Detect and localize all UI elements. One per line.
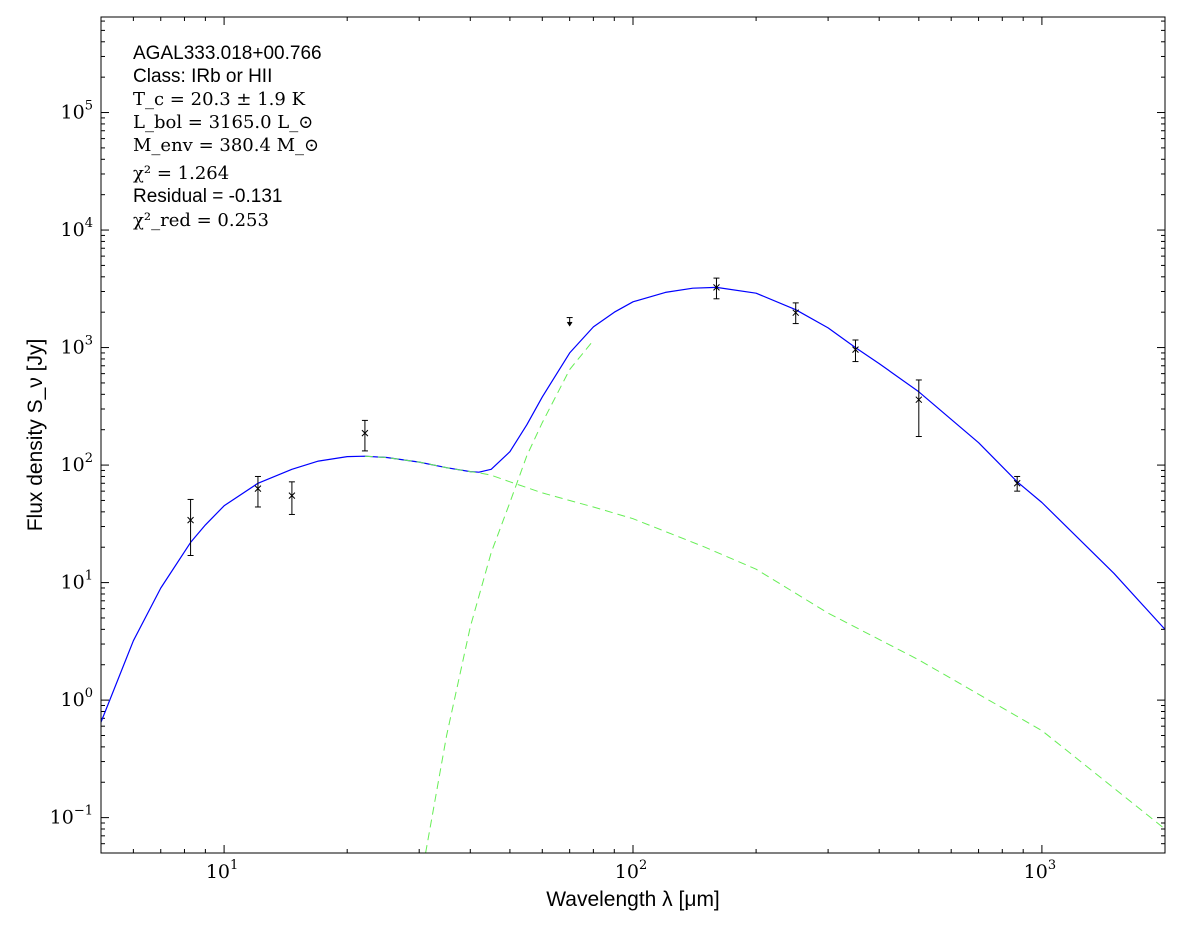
plot-frame xyxy=(100,16,1166,854)
y-tick-label: 101 xyxy=(61,569,93,594)
point-marker xyxy=(1013,479,1021,487)
data-point xyxy=(852,339,859,363)
minor-ticks xyxy=(100,17,1166,854)
y-tick-label: 105 xyxy=(61,99,93,124)
x-tick-labels: 101 102 103 xyxy=(206,858,1056,883)
point-marker xyxy=(254,485,262,493)
data-point xyxy=(915,379,923,438)
data-point xyxy=(361,419,369,452)
x-tick-label: 103 xyxy=(1024,858,1056,883)
data-point xyxy=(288,481,296,515)
point-marker xyxy=(915,396,923,404)
y-tick-label: 100 xyxy=(61,686,93,711)
source-name: AGAL333.018+00.766 xyxy=(133,43,322,64)
luminosity-value: L_bol = 3165.0 L_⊙ xyxy=(133,112,313,133)
residual-value: Residual = -0.131 xyxy=(133,186,282,207)
component-curve-dashed xyxy=(364,455,1165,830)
total-model-curve xyxy=(101,286,1165,723)
upper-limit-arrow xyxy=(566,321,573,327)
chi-squared-value: χ² = 1.264 xyxy=(133,163,229,184)
y-tick-labels: 10−1 100 101 102 103 104 105 xyxy=(50,99,93,829)
point-marker xyxy=(713,284,720,291)
source-class: Class: IRb or HII xyxy=(133,66,272,87)
data-point xyxy=(254,475,262,508)
x-axis-label: Wavelength λ [μm] xyxy=(546,888,720,911)
data-point xyxy=(792,302,800,325)
data-point xyxy=(187,498,194,557)
data-point xyxy=(713,277,720,300)
point-marker xyxy=(361,429,369,437)
y-tick-label: 10−1 xyxy=(50,804,93,829)
plot-area xyxy=(101,17,1165,853)
model-curves xyxy=(101,286,1165,853)
x-tick-label: 102 xyxy=(615,858,647,883)
fit-annotations: AGAL333.018+00.766 Class: IRb or HII T_c… xyxy=(133,43,322,231)
data-points xyxy=(187,277,1021,557)
y-tick-label: 104 xyxy=(61,216,93,241)
y-axis-label: Flux density S_ν [Jy] xyxy=(24,339,47,532)
point-marker xyxy=(792,309,800,317)
component-curve-dashed xyxy=(425,340,594,853)
major-ticks xyxy=(101,17,1165,853)
data-point xyxy=(1013,475,1021,492)
reduced-chi-squared-value: χ²_red = 0.253 xyxy=(133,210,269,231)
y-tick-label: 103 xyxy=(61,334,93,359)
y-tick-label: 102 xyxy=(61,451,93,476)
x-tick-label: 101 xyxy=(206,858,238,883)
point-marker xyxy=(187,516,194,524)
temperature-value: T_c = 20.3 ± 1.9 K xyxy=(133,89,306,110)
point-marker xyxy=(288,492,296,499)
point-marker xyxy=(852,346,859,353)
upper-limit-point xyxy=(566,317,573,327)
envelope-mass-value: M_env = 380.4 M_⊙ xyxy=(133,135,319,156)
